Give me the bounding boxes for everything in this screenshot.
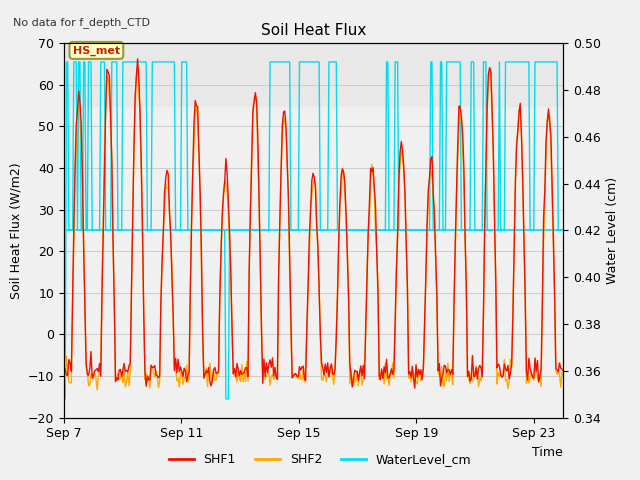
Legend: SHF1, SHF2, WaterLevel_cm: SHF1, SHF2, WaterLevel_cm <box>164 448 476 471</box>
Bar <box>64 43 563 106</box>
X-axis label: Time: Time <box>532 446 563 459</box>
Text: No data for f_depth_CTD: No data for f_depth_CTD <box>13 17 150 28</box>
Y-axis label: Soil Heat Flux (W/m2): Soil Heat Flux (W/m2) <box>10 162 22 299</box>
Title: Soil Heat Flux: Soil Heat Flux <box>261 23 366 38</box>
Y-axis label: Water Level (cm): Water Level (cm) <box>607 177 620 284</box>
Text: HS_met: HS_met <box>73 45 120 56</box>
